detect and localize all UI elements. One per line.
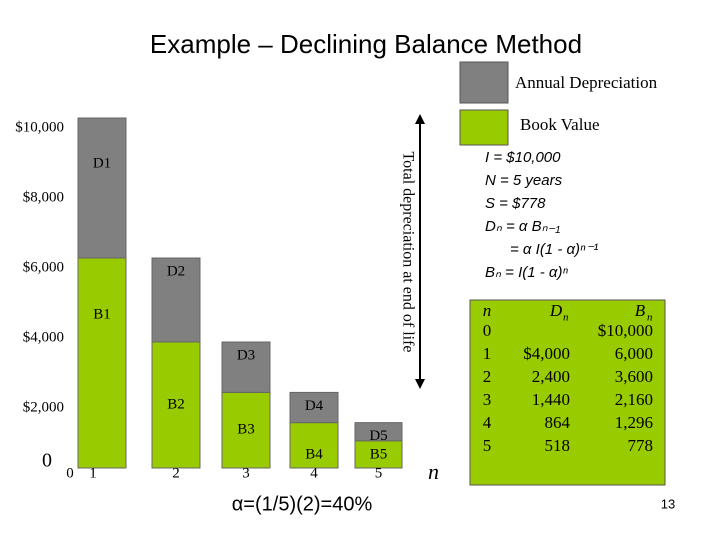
formula: I = $10,000 <box>485 149 561 166</box>
formula: = α I(1 - α)ⁿ⁻¹ <box>510 241 598 258</box>
segment-label: D4 <box>305 398 324 414</box>
table-cell: 3 <box>483 390 492 409</box>
y-tick-label: $8,000 <box>23 189 64 205</box>
table-box <box>469 299 666 486</box>
table-cell: 778 <box>628 436 654 455</box>
table-header: n <box>483 301 492 320</box>
y-tick-label: $4,000 <box>23 329 64 345</box>
table-cell: 5 <box>483 436 492 455</box>
bar-segment <box>354 440 403 469</box>
bar-segment <box>151 341 201 469</box>
table-cell: 1 <box>483 344 492 363</box>
segment-label: B3 <box>237 422 255 438</box>
y-tick-label: $10,000 <box>15 119 64 135</box>
y-tick-label: $6,000 <box>23 259 64 275</box>
segment-label: D2 <box>167 263 185 279</box>
formula: Dₙ = α Bₙ₋₁ <box>485 218 561 235</box>
x-origin-label: 0 <box>66 465 74 481</box>
legend-swatch <box>459 109 509 146</box>
formula: S = $778 <box>485 195 546 212</box>
y-tick-label: $2,000 <box>23 399 64 415</box>
segment-label: D5 <box>369 428 387 444</box>
x-tick-label: 3 <box>242 465 250 481</box>
arrow-label: Total depreciation at end of life <box>399 151 416 352</box>
table-cell: $4,000 <box>523 344 570 363</box>
table-cell: 4 <box>483 413 492 432</box>
x-axis-label: n <box>428 459 439 484</box>
table-header: B <box>635 301 646 320</box>
table-cell: 2,160 <box>615 390 653 409</box>
table-cell: 1,296 <box>615 413 653 432</box>
table-cell: 3,600 <box>615 367 653 386</box>
segment-label: B4 <box>305 446 323 462</box>
table-cell: 864 <box>545 413 571 432</box>
legend-swatch <box>459 61 509 104</box>
table-cell: 6,000 <box>615 344 653 363</box>
bar-segment <box>289 391 339 424</box>
slide-title: Example – Declining Balance Method <box>150 29 582 59</box>
table-cell: 1,440 <box>532 390 570 409</box>
bar-segment <box>221 391 271 469</box>
bar-segment <box>77 117 127 259</box>
bar-segment <box>289 422 339 469</box>
bar-segment <box>151 257 201 343</box>
y-tick-label: 0 <box>42 450 52 472</box>
table-cell: 0 <box>483 321 492 340</box>
table-cell: $10,000 <box>598 321 653 340</box>
legend-label: Annual Depreciation <box>515 73 658 92</box>
x-tick-label: 1 <box>89 465 97 481</box>
alpha-note: α=(1/5)(2)=40% <box>232 493 373 515</box>
legend-label: Book Value <box>520 115 600 134</box>
formula: N = 5 years <box>485 172 563 189</box>
table-cell: 2 <box>483 367 492 386</box>
table-header: D <box>549 301 563 320</box>
segment-label: B2 <box>167 396 185 412</box>
segment-label: D3 <box>237 347 255 363</box>
bar-segment <box>221 341 271 393</box>
x-tick-label: 4 <box>310 465 318 481</box>
table-cell: 518 <box>545 436 571 455</box>
table-header-subscript: n <box>647 312 653 324</box>
x-tick-label: 2 <box>172 465 180 481</box>
table-cell: 2,400 <box>532 367 570 386</box>
x-tick-label: 5 <box>375 465 383 481</box>
formula: Bₙ = I(1 - α)ⁿ <box>485 264 568 281</box>
page-number: 13 <box>661 496 675 511</box>
segment-label: D1 <box>93 155 111 171</box>
bar-segment <box>77 257 127 469</box>
segment-label: B1 <box>93 306 111 322</box>
table-header-subscript: n <box>563 312 569 324</box>
bar-segment <box>354 422 403 442</box>
segment-label: B5 <box>370 446 388 462</box>
